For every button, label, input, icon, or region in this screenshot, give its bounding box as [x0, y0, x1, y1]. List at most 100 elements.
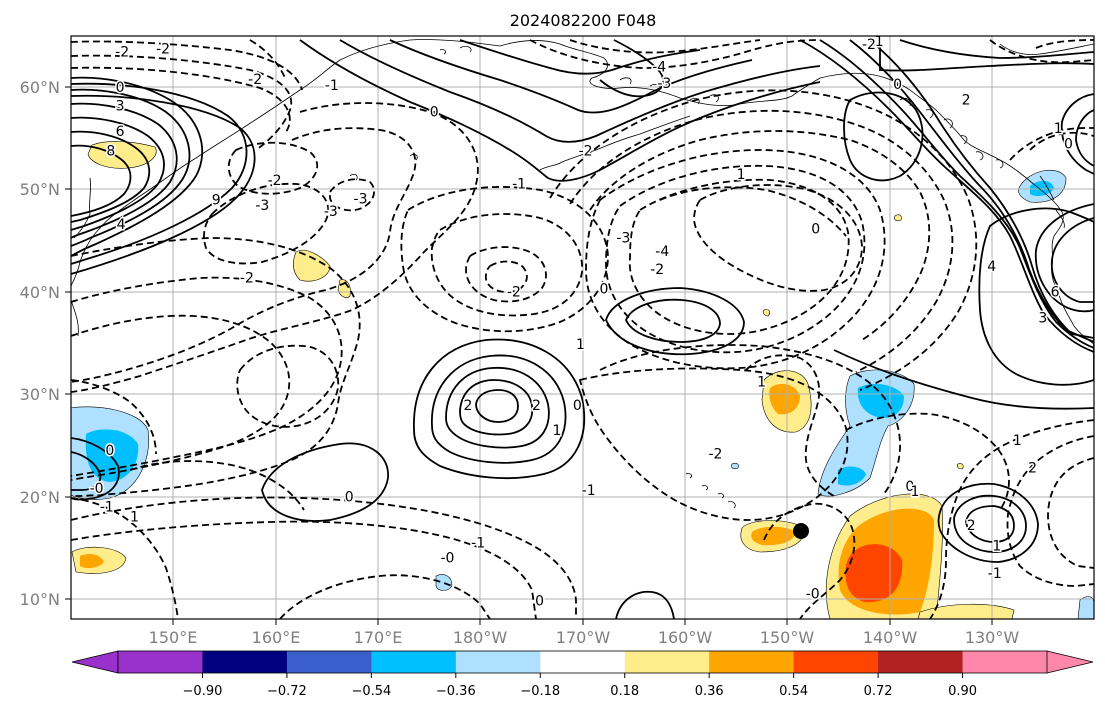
contour-line: [569, 109, 954, 373]
contour-label: 0: [1064, 136, 1073, 152]
contour-line: [236, 344, 339, 428]
contour-line: [71, 127, 417, 383]
contour-line: [71, 116, 165, 231]
contour-label: -0: [440, 551, 454, 567]
contour-line: [484, 260, 528, 293]
lat-label: 60°N: [20, 78, 60, 97]
contour-line: [71, 237, 361, 497]
contour-label: 0: [893, 77, 902, 93]
colorbar-segment: [286, 651, 372, 673]
contour-line: [475, 389, 519, 423]
colorbar-segment: [709, 651, 795, 673]
contour-label: 0: [105, 443, 114, 459]
coastline: [1039, 175, 1065, 229]
shaded-region: [956, 463, 964, 470]
contour-line: [71, 520, 537, 619]
contour-label: 6: [1051, 285, 1060, 301]
latitude-axis: 60°N 50°N 40°N 30°N 20°N 10°N: [20, 78, 71, 609]
lon-label: 150°W: [760, 628, 815, 647]
contour-line: [71, 88, 191, 247]
contour-line: [71, 40, 303, 91]
coastline: [349, 153, 418, 181]
contour-label: 1: [1013, 433, 1022, 449]
contour-label: -2: [709, 446, 723, 462]
colorbar-segment: [878, 651, 964, 673]
contour-label: 0: [345, 489, 354, 505]
lat-label: 30°N: [20, 385, 60, 404]
lon-label: 130°W: [965, 628, 1020, 647]
contour-label: 1: [992, 538, 1001, 554]
shaded-region: [751, 526, 796, 546]
contour-line: [400, 186, 609, 333]
contour-line: [549, 89, 978, 391]
contour-line: [71, 102, 178, 239]
colorbar-segment: [793, 651, 879, 673]
contour-label: -2: [579, 144, 593, 160]
coastline: [71, 39, 501, 287]
contour-line: [589, 130, 931, 341]
contour-line: [1034, 203, 1094, 313]
contour-line: [430, 213, 583, 317]
shaded-region: [1030, 180, 1054, 196]
contour-line: [71, 102, 479, 393]
colorbar-tick-label: 0.36: [695, 684, 724, 699]
contour-line: [879, 40, 1094, 72]
contour-label: 4: [987, 259, 996, 275]
contour-label: -2: [240, 270, 254, 286]
contour-line: [1075, 109, 1094, 167]
contour-line: [71, 276, 343, 477]
coastline: [499, 40, 821, 106]
contour-line: [431, 354, 567, 464]
contour-label: 2: [1028, 461, 1037, 477]
contour-label: 4: [117, 217, 126, 233]
contour-line: [849, 39, 1094, 343]
contour-label: 1: [552, 423, 561, 439]
colorbar-extend-min: [71, 650, 119, 674]
contour-label: -1: [100, 499, 114, 515]
colorbar-segment: [118, 651, 203, 673]
shaded-region: [85, 429, 139, 482]
contour-line: [71, 130, 151, 223]
contour-label: 1: [576, 337, 585, 353]
contour-line: [465, 246, 547, 303]
contour-label: 8: [106, 144, 115, 160]
contour-line: [71, 379, 157, 455]
colorbar-tick-label: −0.90: [183, 684, 223, 699]
lon-label: 170°E: [354, 628, 403, 647]
contour-line: [615, 590, 675, 619]
negative-contours: [71, 39, 1094, 619]
contour-line: [819, 39, 1094, 349]
location-marker: [793, 523, 809, 539]
contour-line: [71, 314, 291, 481]
contour-line: [249, 39, 287, 81]
contour-label: 2: [967, 518, 976, 534]
contour-line: [279, 574, 491, 619]
coastline: [999, 43, 1094, 55]
shaded-region: [731, 462, 739, 470]
shaded-region: [87, 141, 157, 169]
lon-label: 180°W: [453, 628, 508, 647]
colorbar-segment: [371, 651, 457, 673]
contour-line: [869, 39, 1094, 339]
contour-line: [339, 39, 821, 143]
contour-label: 1: [911, 484, 920, 500]
contour-line: [389, 39, 753, 114]
contour-line: [413, 338, 586, 480]
lon-label: 150°E: [149, 628, 198, 647]
colorbar-segment: [624, 651, 710, 673]
contour-line: [203, 182, 330, 265]
contour-line: [71, 437, 120, 501]
contour-label: -1: [471, 535, 485, 551]
shaded-region: [80, 554, 104, 569]
contour-label: -1: [325, 78, 339, 94]
contour-line: [745, 354, 835, 497]
contour-label: 2: [962, 92, 971, 108]
contour-label: -4: [655, 244, 669, 260]
contour-label: 0: [905, 479, 914, 495]
lat-label: 20°N: [20, 488, 60, 507]
contour-line: [459, 39, 701, 75]
contour-line: [693, 184, 863, 292]
contour-line: [129, 460, 305, 511]
colorbar-tick-label: −0.54: [351, 684, 391, 699]
lat-label: 10°N: [20, 590, 60, 609]
